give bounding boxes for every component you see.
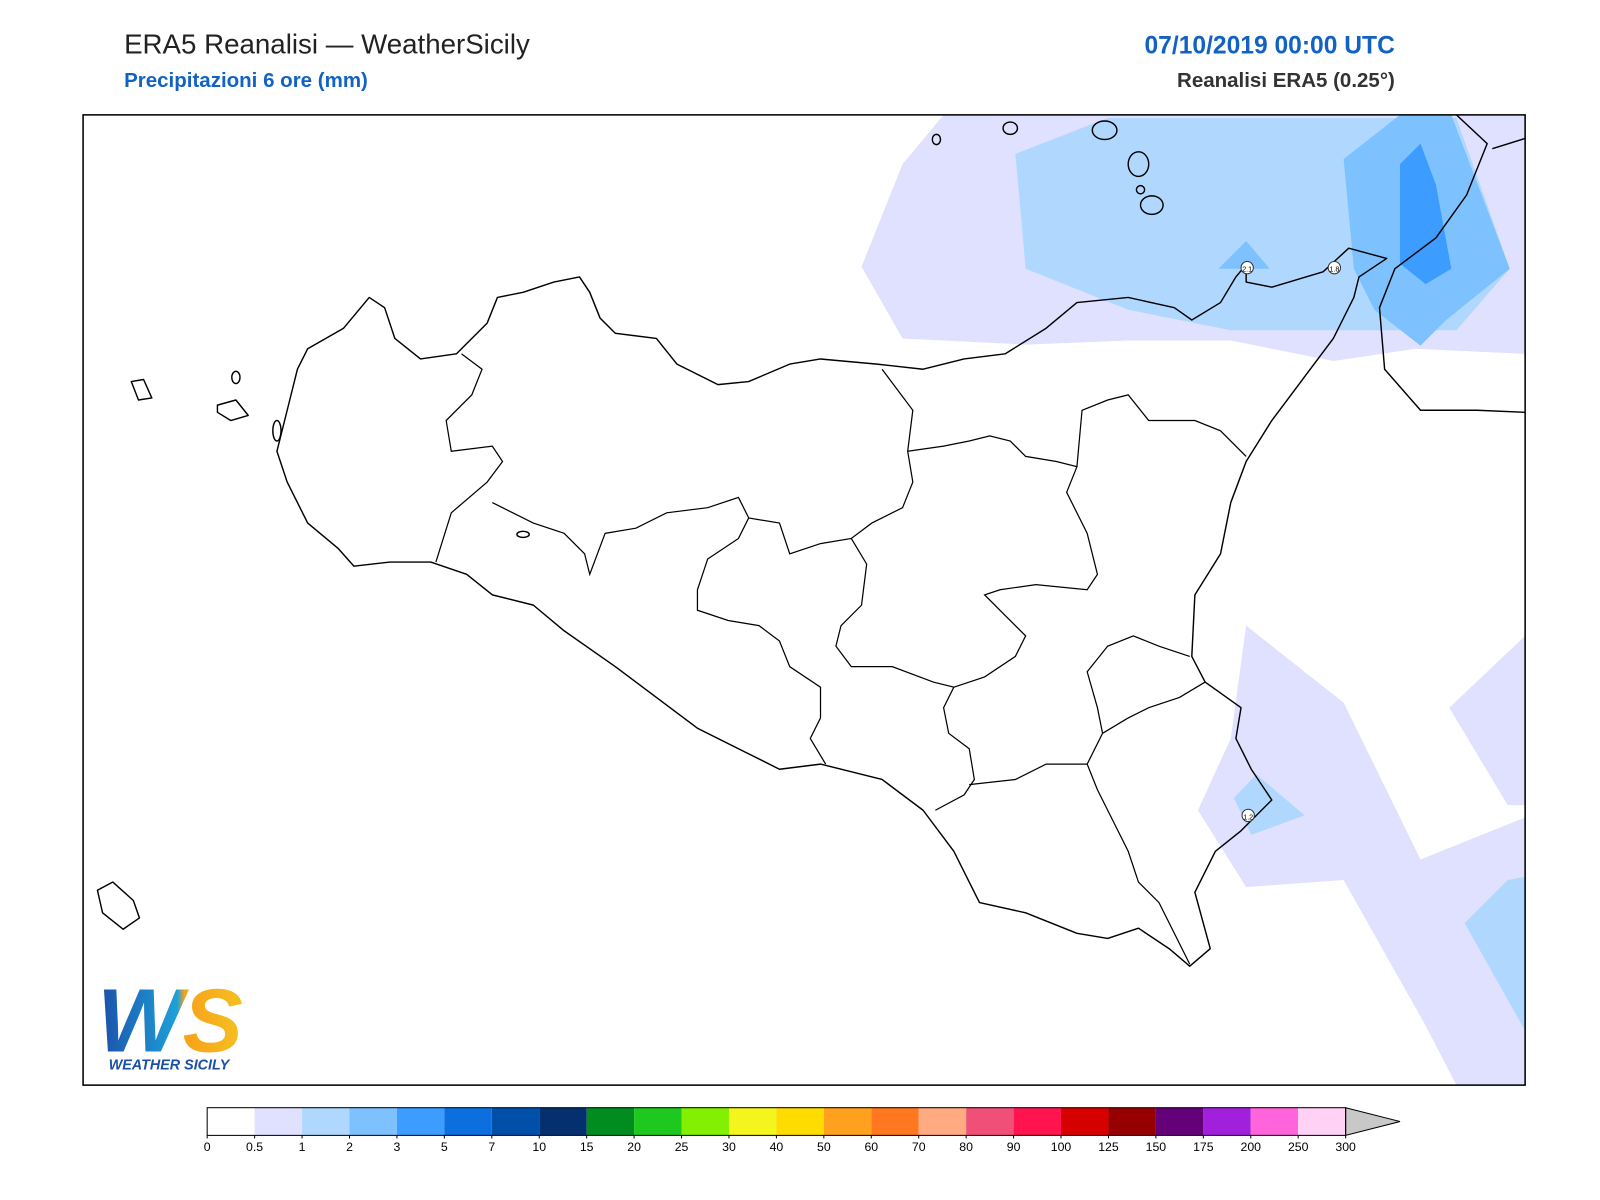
station-marker: 1.2	[1241, 808, 1255, 823]
precip-area	[1449, 635, 1526, 806]
calabria-coast	[1378, 114, 1526, 414]
province-borders	[435, 353, 1247, 965]
calabria-coast	[1492, 137, 1526, 150]
colorbar-tick-label: 300	[1335, 1140, 1356, 1154]
colorbar-segment	[823, 1107, 872, 1136]
title: ERA5 Reanalisi — WeatherSicily	[124, 28, 530, 59]
colorbar-tick-label: 15	[580, 1140, 594, 1154]
colorbar-segment	[1108, 1107, 1156, 1136]
colorbar-segment	[1013, 1107, 1062, 1136]
colorbar-segment	[1203, 1107, 1251, 1136]
colorbar-segment	[349, 1107, 397, 1136]
precip-area	[1218, 241, 1270, 269]
colorbar-segment	[1250, 1107, 1299, 1136]
colorbar-segment	[1155, 1107, 1204, 1136]
colorbar-tick-label: 1	[299, 1140, 306, 1154]
colorbar-tick-label: 10	[532, 1140, 546, 1154]
colorbar-tick-label: 2	[346, 1140, 353, 1154]
colorbar-segment	[539, 1107, 587, 1136]
colorbar-tick-label: 3	[394, 1140, 401, 1154]
station-value: 1.8	[1329, 266, 1339, 274]
colorbar-tick-label: 40	[770, 1140, 784, 1154]
colorbar-tick-label: 80	[959, 1140, 973, 1154]
colorbar-segment	[634, 1107, 682, 1136]
station-value: 1.2	[1243, 813, 1253, 821]
colorbar-segment	[254, 1107, 303, 1136]
colorbar-tick-label: 0.5	[246, 1140, 263, 1154]
sicily-coast	[276, 247, 1388, 967]
colorbar-segment	[491, 1107, 540, 1136]
subtitle: Precipitazioni 6 ore (mm)	[124, 69, 368, 92]
colorbar: 0 0.5 1 2 3 5 7 10 15 20 25 30 40 50 60 70 80 90 100 125 150…	[204, 1107, 1401, 1154]
colorbar-segment	[871, 1107, 919, 1136]
colorbar-tick-label: 90	[1007, 1140, 1021, 1154]
colorbar-segment	[966, 1107, 1014, 1136]
colorbar-segment	[918, 1107, 967, 1136]
colorbar-segment	[444, 1107, 492, 1136]
colorbar-tick-label: 175	[1193, 1140, 1214, 1154]
colorbar-segment	[681, 1107, 729, 1136]
colorbar-tick-label: 125	[1098, 1140, 1119, 1154]
colorbar-segment	[1298, 1107, 1346, 1136]
islands	[96, 120, 1164, 930]
datetime: 07/10/2019 00:00 UTC	[1144, 32, 1395, 59]
precip-area	[1400, 143, 1452, 285]
colorbar-tick-label: 0	[204, 1140, 211, 1154]
colorbar-tick-label: 200	[1241, 1140, 1262, 1154]
colorbar-tick-label: 25	[675, 1140, 689, 1154]
map-frame	[82, 114, 1526, 1086]
colorbar-segment	[1061, 1107, 1109, 1136]
colorbar-extend	[1345, 1107, 1401, 1137]
colorbar-segment	[586, 1107, 635, 1136]
station-marker: 1.8	[1327, 261, 1342, 275]
colorbar-tick-label: 30	[722, 1140, 736, 1154]
colorbar-tick-label: 5	[441, 1140, 448, 1154]
precip-area	[1197, 625, 1526, 1086]
colorbar-tick-label: 20	[627, 1140, 641, 1154]
logo-mark: WS	[97, 970, 242, 1071]
colorbar-tick-label: 70	[912, 1140, 926, 1154]
precip-area	[1464, 876, 1526, 1031]
model-label: Reanalisi ERA5 (0.25°)	[1177, 69, 1395, 92]
colorbar-tick-label: 100	[1051, 1140, 1072, 1154]
map: 2.1 1.8 1.2 WS WEATHER SICILY	[83, 114, 1526, 1086]
colorbar-segment	[776, 1107, 824, 1136]
colorbar-segment	[728, 1107, 777, 1136]
colorbar-tick-label: 250	[1288, 1140, 1309, 1154]
colorbar-tick-label: 150	[1146, 1140, 1167, 1154]
colorbar-tick-label: 50	[817, 1140, 831, 1154]
colorbar-segment	[396, 1107, 445, 1136]
station-value: 2.1	[1242, 266, 1252, 274]
colorbar-tick-label: 7	[488, 1140, 495, 1154]
station-marker: 2.1	[1240, 261, 1254, 275]
colorbar-segment	[302, 1107, 350, 1136]
logo-caption: WEATHER SICILY	[109, 1058, 231, 1074]
colorbar-segment	[207, 1107, 255, 1136]
colorbar-tick-label: 60	[864, 1140, 878, 1154]
